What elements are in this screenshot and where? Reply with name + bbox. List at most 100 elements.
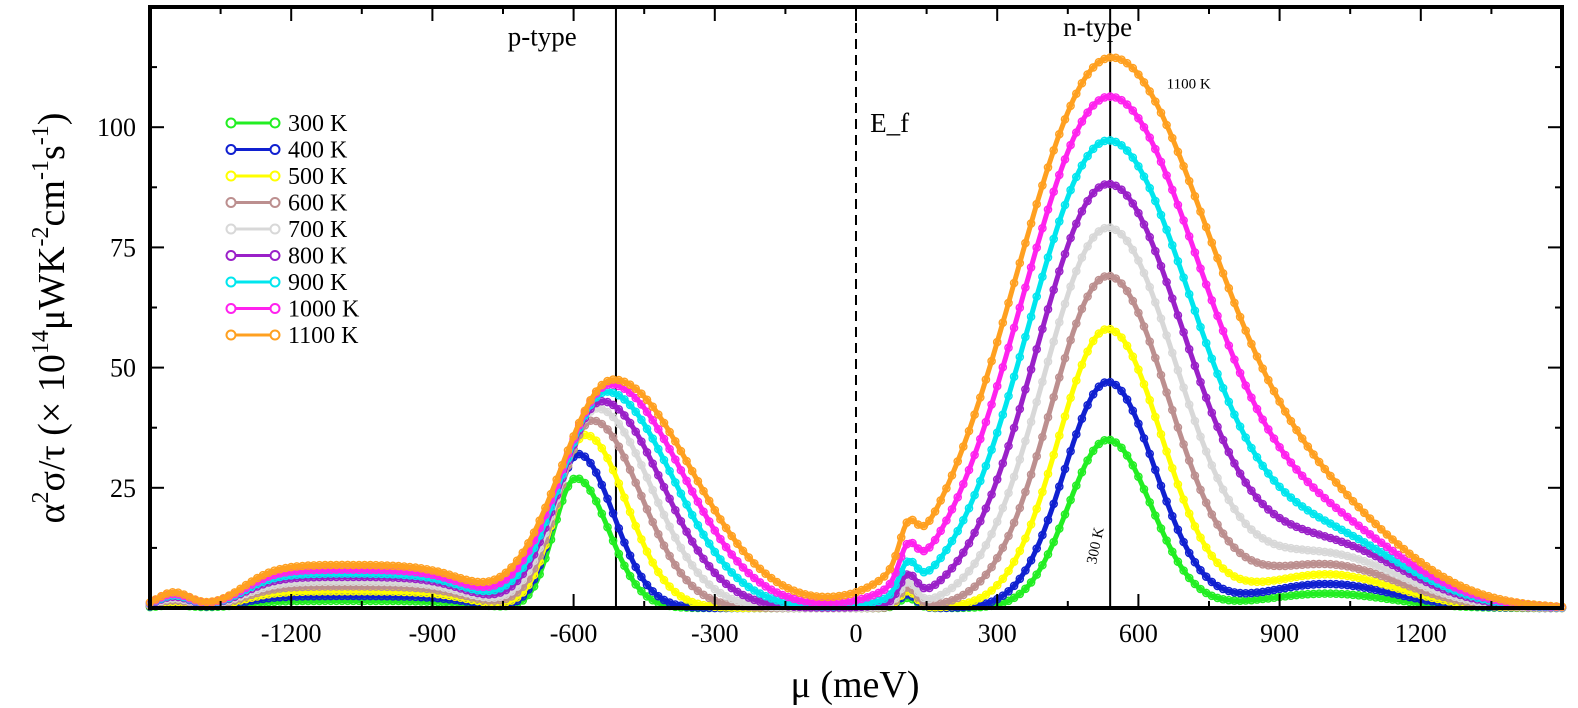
data-point <box>608 509 618 518</box>
data-point <box>603 522 612 532</box>
data-point <box>1314 589 1324 599</box>
data-point <box>976 476 985 486</box>
data-point <box>1365 567 1375 577</box>
chart-reference-lines <box>614 7 1112 608</box>
data-point <box>1139 379 1149 389</box>
data-point <box>1331 560 1341 570</box>
data-point <box>1060 249 1070 259</box>
data-point <box>1128 63 1138 73</box>
data-point <box>631 407 641 417</box>
data-point <box>642 447 652 457</box>
data-point <box>1122 286 1132 296</box>
data-point <box>439 568 449 578</box>
data-point <box>1314 457 1324 467</box>
data-point <box>908 571 917 581</box>
data-point <box>693 497 703 507</box>
y-axis-label: α2σ/τ (× 1014μWK-2cm-1s-1) <box>28 113 73 524</box>
data-point <box>1314 546 1324 556</box>
data-point <box>1139 220 1149 229</box>
data-point <box>733 539 742 549</box>
legend-marker <box>225 303 237 314</box>
data-point <box>1151 511 1160 520</box>
data-point <box>1218 584 1228 594</box>
data-point <box>1168 405 1177 415</box>
data-point <box>761 591 770 601</box>
data-point <box>981 590 991 600</box>
data-point <box>315 560 324 570</box>
data-point <box>1269 561 1279 571</box>
data-point <box>879 585 889 595</box>
data-point <box>727 531 737 541</box>
data-point <box>750 595 759 605</box>
data-point <box>998 458 1008 468</box>
data-point <box>1066 393 1075 403</box>
data-point <box>1326 533 1335 543</box>
data-point <box>1055 482 1064 491</box>
data-point <box>1303 560 1313 569</box>
data-point <box>1015 546 1025 556</box>
data-point <box>959 573 968 583</box>
data-point <box>1331 503 1341 513</box>
data-point <box>1196 565 1205 575</box>
data-point <box>1009 581 1019 591</box>
data-point <box>1156 314 1166 323</box>
y-label-alpha: α <box>31 503 73 523</box>
data-point <box>1309 546 1318 556</box>
data-point <box>987 586 996 595</box>
data-point <box>659 434 669 444</box>
data-point <box>671 436 680 446</box>
data-point <box>1230 504 1239 514</box>
data-point <box>552 475 562 484</box>
data-point <box>591 387 601 396</box>
data-point <box>665 522 674 531</box>
data-point <box>1309 483 1318 492</box>
data-point <box>1213 369 1222 379</box>
data-point <box>1207 408 1217 418</box>
data-point <box>1032 570 1041 579</box>
data-point <box>1489 593 1499 603</box>
data-point <box>1004 531 1013 541</box>
data-point <box>704 539 714 548</box>
data-point <box>625 571 635 581</box>
data-point <box>1201 447 1211 456</box>
data-point <box>394 561 403 571</box>
data-point <box>620 453 629 462</box>
data-point <box>1382 530 1392 539</box>
data-point <box>1117 279 1126 288</box>
data-point <box>1032 243 1041 252</box>
data-point <box>1088 144 1098 154</box>
data-point <box>1258 560 1267 569</box>
data-point <box>512 556 522 566</box>
data-point <box>1021 332 1030 342</box>
data-point <box>1360 591 1369 601</box>
data-point <box>1286 591 1296 601</box>
data-point <box>1077 467 1087 477</box>
data-point <box>964 465 974 475</box>
data-point <box>1224 495 1234 505</box>
data-point <box>1235 588 1245 598</box>
data-point <box>942 597 951 607</box>
data-point <box>1122 146 1132 155</box>
data-point <box>1100 223 1109 233</box>
data-point <box>710 584 720 594</box>
data-point <box>665 582 674 591</box>
data-point <box>1343 562 1352 571</box>
data-point <box>716 555 725 564</box>
data-point <box>597 443 607 453</box>
data-point <box>608 375 618 384</box>
data-point <box>1252 493 1262 503</box>
data-point <box>1247 486 1256 496</box>
data-point <box>1258 364 1267 373</box>
data-point <box>1162 331 1171 340</box>
data-point <box>1337 561 1346 570</box>
data-point <box>1088 188 1098 198</box>
data-point <box>1247 393 1256 402</box>
legend-item: 500 K <box>225 164 348 190</box>
data-point <box>1072 429 1081 439</box>
data-point <box>1269 386 1279 396</box>
data-point <box>332 560 341 570</box>
data-point <box>1354 591 1363 600</box>
data-point <box>1032 451 1041 461</box>
data-point <box>580 478 590 488</box>
data-point <box>1139 268 1149 278</box>
